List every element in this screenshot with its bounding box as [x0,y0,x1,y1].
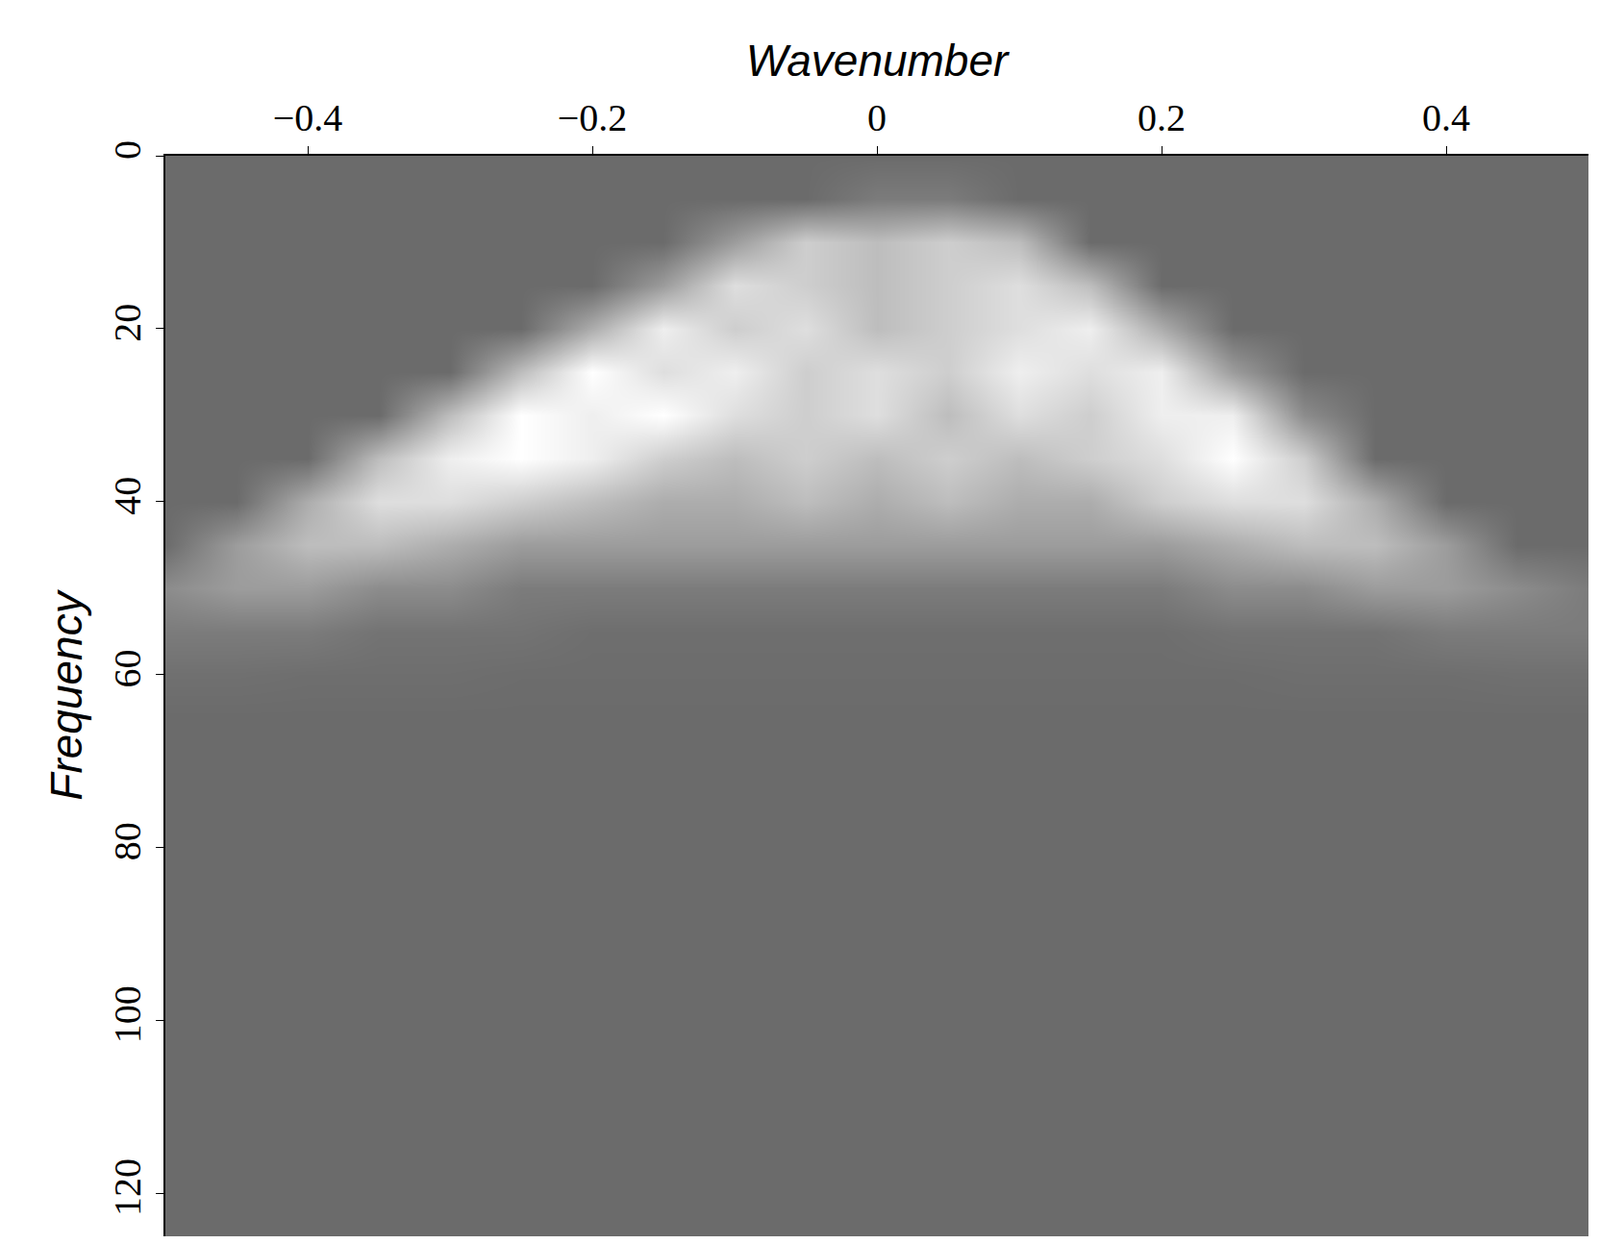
svg-text:0: 0 [867,96,887,140]
svg-text:Frequency: Frequency [41,588,92,800]
svg-text:120: 120 [105,1158,150,1217]
svg-text:20: 20 [105,303,150,343]
svg-text:0.2: 0.2 [1137,96,1186,140]
svg-text:0.4: 0.4 [1422,96,1471,140]
svg-text:60: 60 [105,650,150,689]
svg-text:Wavenumber: Wavenumber [746,35,1010,86]
svg-text:0: 0 [105,140,150,160]
svg-text:100: 100 [105,985,150,1044]
svg-text:40: 40 [105,476,150,516]
svg-text:80: 80 [105,822,150,861]
svg-text:−0.4: −0.4 [273,96,344,140]
svg-text:−0.2: −0.2 [557,96,628,140]
